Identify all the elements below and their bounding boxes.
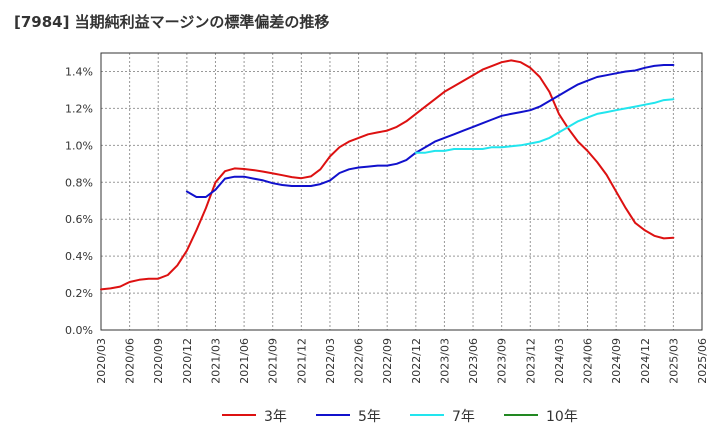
y-tick-label: 1.2% bbox=[65, 102, 93, 115]
y-tick-label: 0.4% bbox=[65, 250, 93, 263]
x-tick-label: 2021/09 bbox=[267, 338, 280, 384]
chart-title: [7984] 当期純利益マージンの標準偏差の推移 bbox=[14, 13, 330, 31]
legend-label-10y: 10年 bbox=[546, 409, 578, 425]
legend: 3年 5年 7年 10年 bbox=[0, 400, 720, 428]
y-tick-label: 0.8% bbox=[65, 176, 93, 189]
plot-frame bbox=[100, 52, 703, 331]
legend-swatch-10y bbox=[504, 414, 538, 416]
x-tick-label: 2024/06 bbox=[582, 338, 595, 384]
x-tick-label: 2025/03 bbox=[667, 338, 680, 384]
legend-label-3y: 3年 bbox=[264, 409, 287, 425]
x-tick-label: 2024/12 bbox=[639, 338, 652, 384]
x-tick-label: 2023/03 bbox=[438, 338, 451, 384]
grid-lines bbox=[101, 53, 702, 330]
axes bbox=[100, 52, 703, 331]
legend-swatch-3y bbox=[222, 414, 256, 416]
x-tick-label: 2022/06 bbox=[353, 338, 366, 384]
tick-labels: 0.0% 0.2% 0.4% 0.6% 0.8% 1.0% 1.2% 1.4% 2020/03 2… bbox=[65, 65, 709, 383]
x-tick-label: 2021/03 bbox=[209, 338, 222, 384]
y-tick-label: 1.0% bbox=[65, 139, 93, 152]
series-line-3y bbox=[100, 59, 675, 291]
series-line-7y bbox=[414, 98, 675, 154]
legend-label-5y: 5年 bbox=[358, 409, 381, 425]
x-tick-label: 2023/12 bbox=[524, 338, 537, 384]
x-tick-label: 2022/03 bbox=[324, 338, 337, 384]
y-tick-label: 0.2% bbox=[65, 287, 93, 300]
x-tick-label: 2023/09 bbox=[496, 338, 509, 384]
x-tick-label: 2020/09 bbox=[152, 338, 165, 384]
x-tick-label: 2024/09 bbox=[610, 338, 623, 384]
x-tick-label: 2020/12 bbox=[181, 338, 194, 384]
x-tick-label: 2023/06 bbox=[467, 338, 480, 384]
series-lines bbox=[100, 59, 675, 291]
x-tick-label: 2020/06 bbox=[124, 338, 137, 384]
y-tick-label: 1.4% bbox=[65, 65, 93, 78]
x-tick-label: 2021/06 bbox=[238, 338, 251, 384]
x-tick-label: 2022/12 bbox=[410, 338, 423, 384]
x-tick-label: 2020/03 bbox=[95, 338, 108, 384]
x-tick-label: 2025/06 bbox=[696, 338, 709, 384]
legend-swatch-7y bbox=[410, 414, 444, 416]
y-tick-label: 0.6% bbox=[65, 213, 93, 226]
x-tick-label: 2024/03 bbox=[553, 338, 566, 384]
series-line-5y bbox=[185, 64, 675, 198]
legend-swatch-5y bbox=[316, 414, 350, 416]
x-tick-label: 2022/09 bbox=[381, 338, 394, 384]
legend-label-7y: 7年 bbox=[452, 409, 475, 425]
y-tick-label: 0.0% bbox=[65, 324, 93, 337]
x-tick-label: 2021/12 bbox=[295, 338, 308, 384]
